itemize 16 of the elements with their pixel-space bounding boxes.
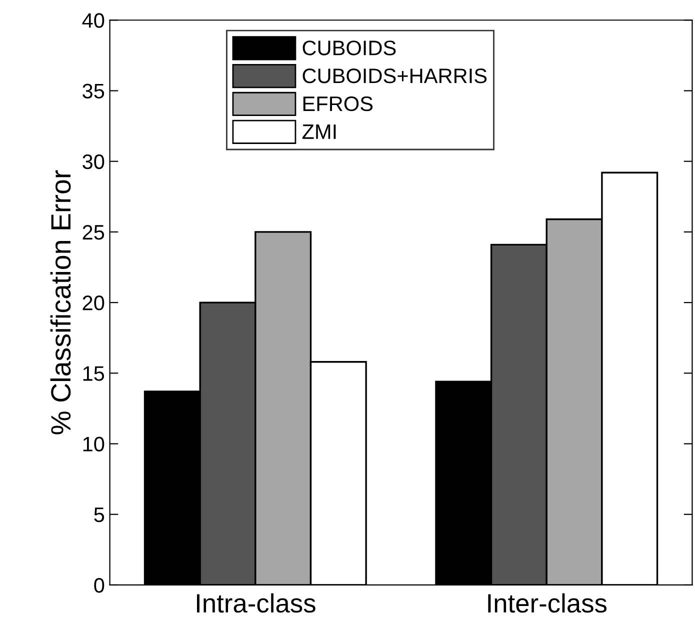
y-tick-label: 30	[82, 154, 104, 170]
y-tick-label: 5	[94, 508, 104, 522]
y-tick-label: 15	[83, 366, 104, 381]
y-tick-label: 10	[83, 436, 104, 452]
x-tick-label: Intra-class	[196, 593, 316, 613]
y-tick-label: 25	[82, 224, 104, 240]
legend-label: CUBOIDS+HARRIS	[302, 68, 487, 84]
y-axis-title: % Classification Error	[50, 170, 71, 434]
legend-label: EFROS	[303, 96, 373, 112]
y-tick-label: 35	[82, 84, 104, 98]
y-tick-label: 0	[94, 578, 104, 593]
y-tick-label: 40	[82, 13, 104, 28]
legend-label: CUBOIDS	[302, 40, 396, 56]
y-tick-label: 20	[82, 296, 104, 310]
legend-label: ZMI	[302, 124, 336, 139]
x-tick-label: Inter-class	[488, 593, 607, 613]
